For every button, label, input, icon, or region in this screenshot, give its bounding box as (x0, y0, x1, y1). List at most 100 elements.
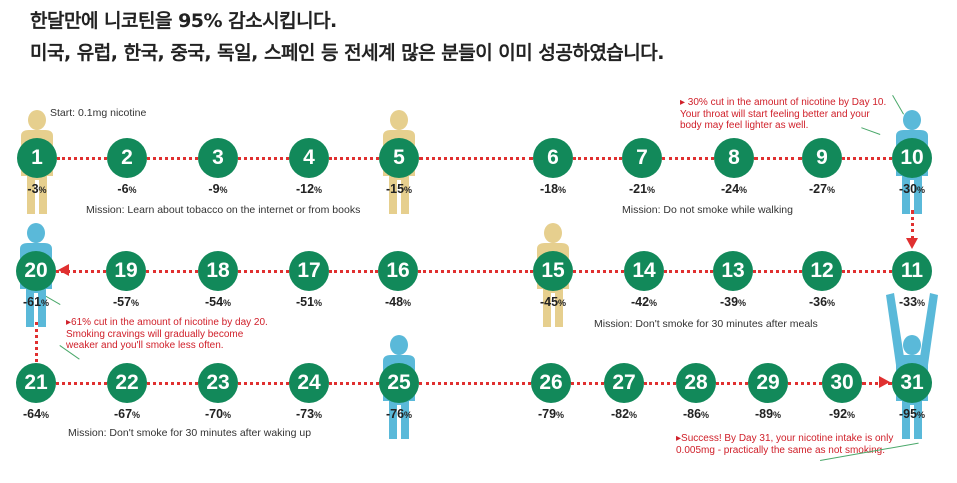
reduction-value: -27 (808, 182, 828, 196)
day-reduction-19: -57% (96, 295, 156, 309)
connector-dots (238, 157, 289, 160)
percent-unit: % (629, 410, 638, 420)
reduction-value: -12 (295, 182, 315, 196)
day-circle-2: 2 (107, 138, 147, 178)
headline-line2: 미국, 유럽, 한국, 중국, 독일, 스페인 등 전세계 많은 분들이 이미 … (30, 42, 664, 64)
reduction-value: -51 (295, 295, 315, 309)
day-circle-17: 17 (289, 251, 329, 291)
percent-unit: % (649, 298, 658, 308)
day-reduction-1: -3% (7, 182, 67, 196)
arrow-to-day11 (906, 238, 918, 249)
reduction-value: -79 (537, 407, 557, 421)
connector-20-21 (35, 322, 38, 362)
percent-unit: % (556, 410, 565, 420)
day-reduction-14: -42% (614, 295, 674, 309)
mission-4: Mission: Don't smoke for 30 minutes afte… (68, 427, 312, 439)
connector-dots (418, 270, 533, 273)
percent-unit: % (917, 410, 926, 420)
connector-dots (573, 270, 624, 273)
day-reduction-21: -64% (6, 407, 66, 421)
day-circle-25: 25 (379, 363, 419, 403)
day-reduction-17: -51% (279, 295, 339, 309)
day-reduction-11: -33% (882, 295, 942, 309)
connector-dots (238, 270, 289, 273)
day-circle-5: 5 (379, 138, 419, 178)
percent-unit: % (314, 298, 323, 308)
day-reduction-26: -79% (521, 407, 581, 421)
day-circle-22: 22 (107, 363, 147, 403)
percent-unit: % (314, 185, 323, 195)
day-circle-16: 16 (378, 251, 418, 291)
connector-dots (147, 382, 198, 385)
reduction-value: -21 (628, 182, 648, 196)
percent-unit: % (219, 185, 228, 195)
day-reduction-12: -36% (792, 295, 852, 309)
day-circle-28: 28 (676, 363, 716, 403)
connector-dots (842, 270, 892, 273)
reduction-value: -24 (720, 182, 740, 196)
day-reduction-5: -15% (369, 182, 429, 196)
percent-unit: % (403, 298, 412, 308)
day-circle-15: 15 (533, 251, 573, 291)
day-circle-23: 23 (198, 363, 238, 403)
note-day31: ▸Success! By Day 31, your nicotine intak… (676, 433, 894, 456)
day-reduction-8: -24% (704, 182, 764, 196)
day-circle-1: 1 (17, 138, 57, 178)
percent-unit: % (738, 298, 747, 308)
day-reduction-31: -95% (882, 407, 942, 421)
percent-unit: % (131, 298, 140, 308)
day-reduction-3: -9% (188, 182, 248, 196)
connector-dots (147, 157, 198, 160)
connector-dots (238, 382, 289, 385)
percent-unit: % (314, 410, 323, 420)
day-circle-9: 9 (802, 138, 842, 178)
day-circle-13: 13 (713, 251, 753, 291)
percent-unit: % (917, 298, 926, 308)
reduction-value: -30 (898, 182, 918, 196)
mission-3: Mission: Don't smoke for 30 minutes afte… (594, 318, 818, 330)
day-reduction-10: -30% (882, 182, 942, 196)
connector-dots (56, 382, 107, 385)
reduction-value: -92 (828, 407, 848, 421)
percent-unit: % (558, 185, 567, 195)
connector-dots (57, 157, 107, 160)
reduction-value: -73 (295, 407, 315, 421)
reduction-value: -89 (754, 407, 774, 421)
reduction-value: -61 (22, 295, 42, 309)
day-reduction-29: -89% (738, 407, 798, 421)
day-reduction-7: -21% (612, 182, 672, 196)
day-circle-21: 21 (16, 363, 56, 403)
reduction-value: -82 (610, 407, 630, 421)
day-reduction-6: -18% (523, 182, 583, 196)
day-circle-12: 12 (802, 251, 842, 291)
connector-dots (842, 157, 892, 160)
connector-dots (788, 382, 822, 385)
day-reduction-20: -61% (6, 295, 66, 309)
connector-dots (573, 157, 622, 160)
arrow-to-day20 (58, 264, 69, 276)
percent-unit: % (917, 185, 926, 195)
percent-unit: % (847, 410, 856, 420)
mission-1: Mission: Learn about tobacco on the inte… (86, 204, 361, 216)
day-circle-26: 26 (531, 363, 571, 403)
connector-dots (56, 270, 106, 273)
connector-dots (419, 157, 533, 160)
connector-dots (329, 382, 379, 385)
day-circle-30: 30 (822, 363, 862, 403)
day-circle-19: 19 (106, 251, 146, 291)
day-circle-10: 10 (892, 138, 932, 178)
day-reduction-30: -92% (812, 407, 872, 421)
arrow-to-day31 (879, 376, 890, 388)
connector-dots (664, 270, 713, 273)
percent-unit: % (41, 410, 50, 420)
note-day20: ▸61% cut in the amount of nicotine by da… (66, 317, 268, 351)
percent-unit: % (404, 410, 413, 420)
reduction-value: -67 (113, 407, 133, 421)
reduction-value: -86 (682, 407, 702, 421)
note-day10: ▸ 30% cut in the amount of nicotine by D… (680, 97, 887, 131)
day-circle-4: 4 (289, 138, 329, 178)
reduction-value: -6 (117, 182, 129, 196)
day-circle-29: 29 (748, 363, 788, 403)
day-reduction-27: -82% (594, 407, 654, 421)
